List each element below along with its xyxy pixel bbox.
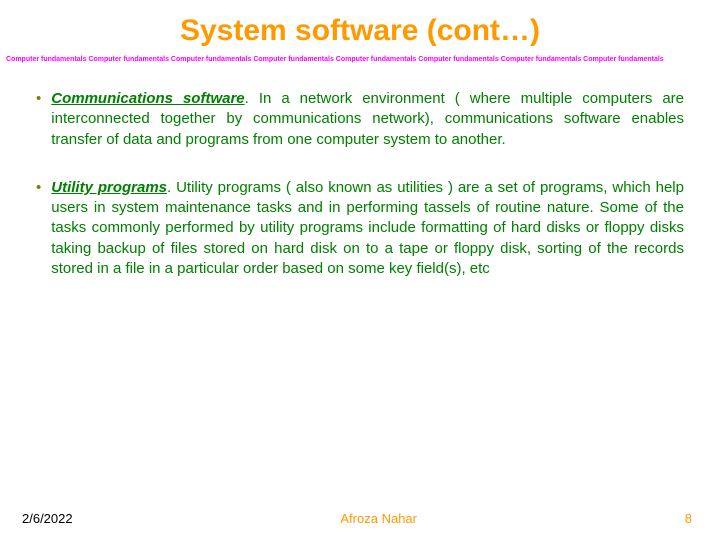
bullet-item: • Utility programs. Utility programs ( a… [36,178,684,279]
repeat-banner: Computer fundamentals Computer fundament… [0,48,720,63]
bullet-title: Communications software [51,90,244,107]
bullet-item: • Communications software. In a network … [36,89,684,150]
bullet-marker: • [36,89,41,150]
footer-page-number: 8 [685,511,692,526]
slide-title: System software (cont…) [0,0,720,48]
footer: 2/6/2022 Afroza Nahar 8 [0,511,720,526]
footer-author: Afroza Nahar [340,511,417,526]
footer-date: 2/6/2022 [22,511,73,526]
bullet-body: Utility programs. Utility programs ( als… [51,178,684,279]
bullet-marker: • [36,178,41,279]
content-area: • Communications software. In a network … [0,63,720,279]
bullet-title: Utility programs [51,179,167,196]
bullet-body: Communications software. In a network en… [51,89,684,150]
